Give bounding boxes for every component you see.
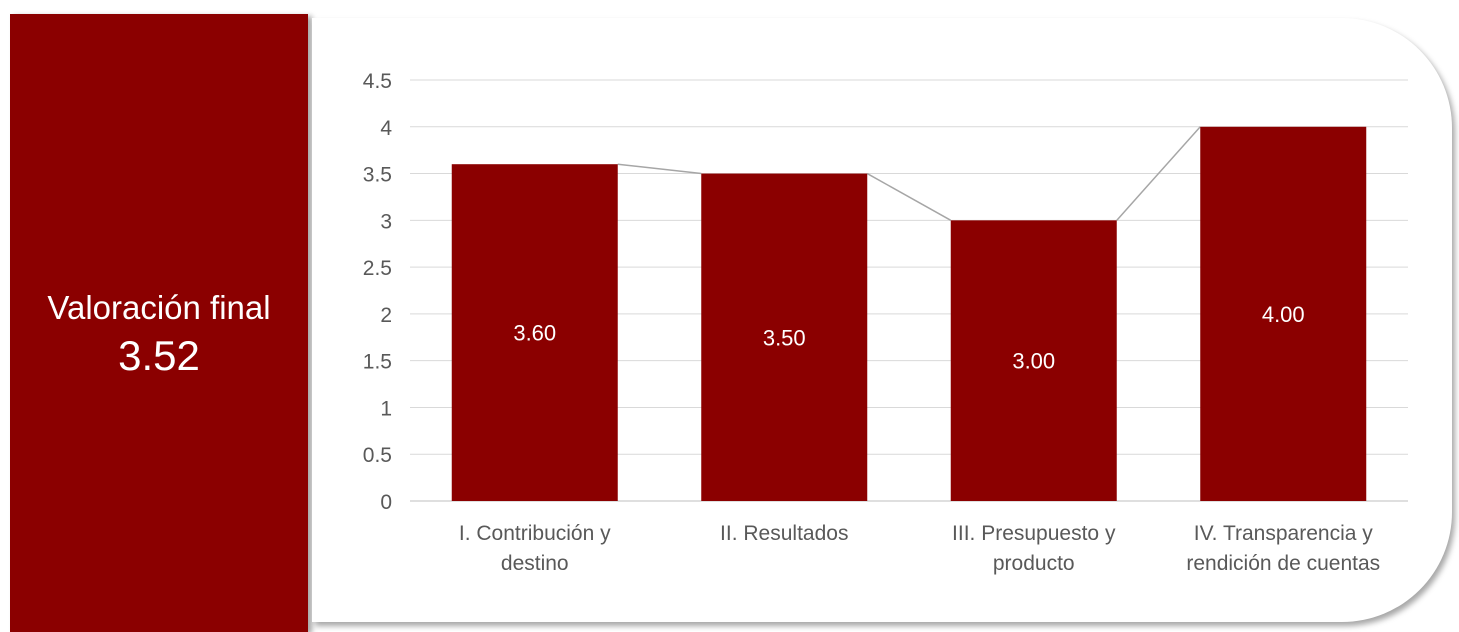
y-tick-label: 0 [380,491,392,514]
connector-line [1116,126,1201,221]
y-tick-label: 4 [380,117,392,140]
data-label: 3.60 [513,321,556,346]
bar [451,164,618,501]
y-tick-label: 4.5 [363,70,392,93]
x-category-label: IV. Transparencia y rendición de cuentas [1186,522,1380,575]
data-label: 3.00 [1012,349,1055,374]
y-tick-label: 1 [380,397,392,420]
connector-line [617,163,702,175]
x-category-label: III. Presupuesto y producto [952,522,1116,575]
x-category-label: II. Resultados [720,522,848,545]
y-tick-label: 3.5 [363,164,392,187]
bar [950,220,1117,502]
bar [1200,126,1367,502]
x-category-label: I. Contribución y destino [459,522,611,575]
data-label: 3.50 [763,325,806,350]
y-tick-label: 1.5 [363,351,392,374]
data-label: 4.00 [1262,302,1305,327]
y-tick-label: 3 [380,210,392,233]
y-tick-label: 2 [380,304,392,327]
final-score-value: 3.52 [118,332,200,379]
y-tick-label: 0.5 [363,444,392,467]
connector-line [866,172,952,221]
final-score-label: Valoración final [47,289,271,326]
y-tick-label: 2.5 [363,257,392,280]
bar [701,173,868,502]
final-score-panel: Valoración final 3.52 [10,14,308,632]
